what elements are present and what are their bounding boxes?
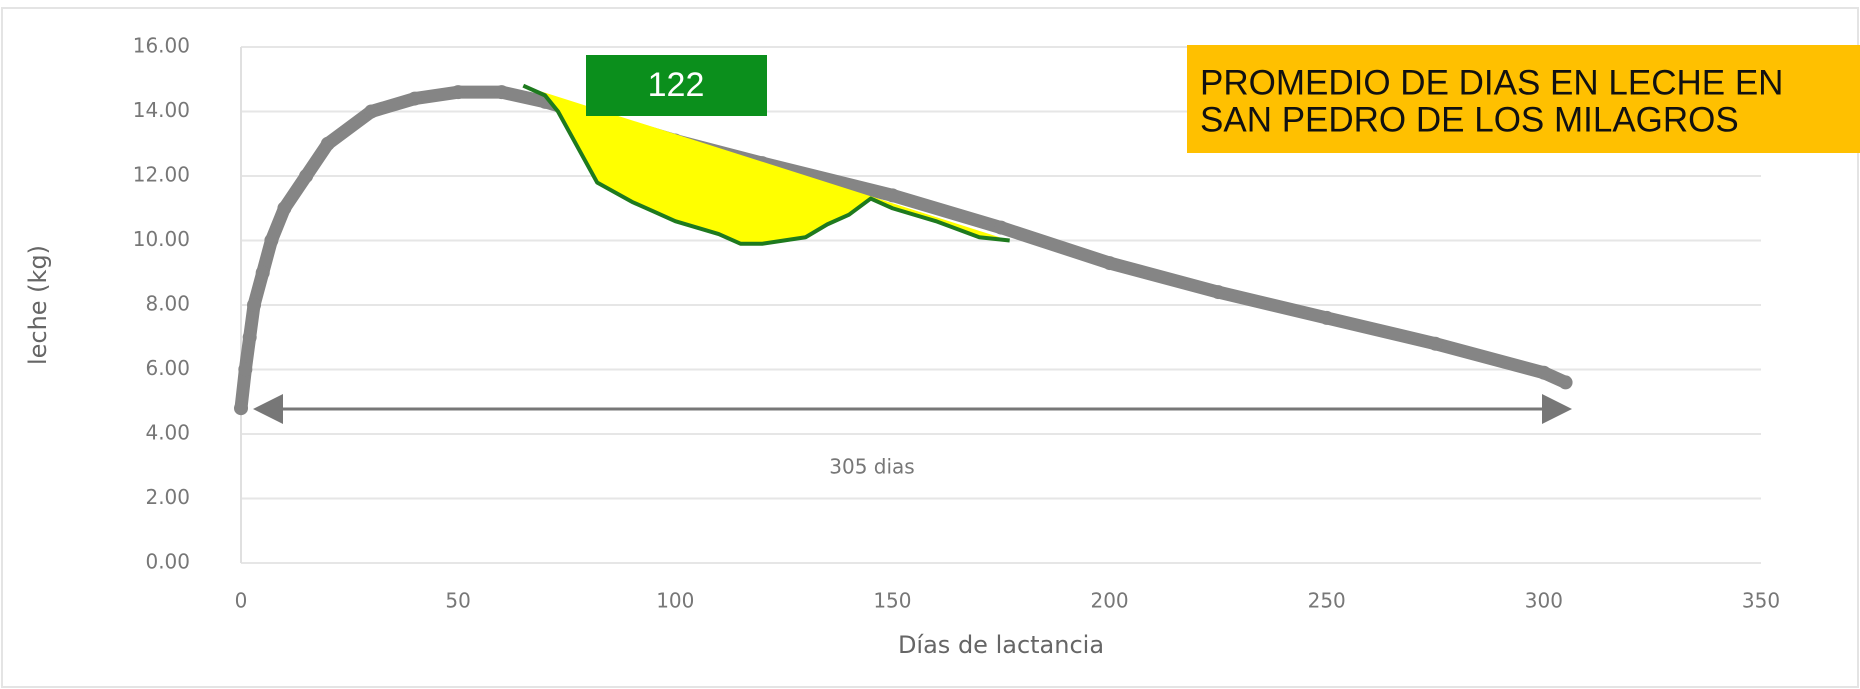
marks bbox=[234, 83, 1573, 416]
y-tick-label: 0.00 bbox=[145, 550, 190, 574]
point bbox=[247, 298, 262, 312]
value-box bbox=[586, 55, 767, 116]
chart-title: PROMEDIO DE DIAS EN LECHE EN bbox=[1200, 63, 1783, 102]
value-box-label: 122 bbox=[648, 66, 705, 104]
point bbox=[264, 233, 279, 248]
y-tick-label: 4.00 bbox=[145, 421, 190, 445]
point bbox=[242, 330, 257, 345]
point bbox=[320, 136, 335, 151]
y-tick-label: 12.00 bbox=[133, 163, 190, 187]
point bbox=[234, 401, 248, 416]
x-tick-label: 50 bbox=[445, 589, 470, 613]
x-tick-label: 150 bbox=[873, 589, 911, 613]
point bbox=[255, 265, 270, 280]
point bbox=[364, 104, 379, 119]
x-tick-label: 250 bbox=[1308, 589, 1346, 613]
x-axis-label: Días de lactancia bbox=[898, 631, 1104, 659]
point bbox=[1428, 336, 1443, 351]
span-label: 305 dias bbox=[829, 455, 914, 479]
point bbox=[1211, 285, 1226, 300]
x-tick-label: 0 bbox=[235, 589, 248, 613]
chart-border bbox=[1, 7, 1859, 688]
chart-title: SAN PEDRO DE LOS MILAGROS bbox=[1200, 100, 1739, 139]
y-axis-label: leche (kg) bbox=[24, 245, 52, 365]
point bbox=[277, 201, 292, 216]
x-tick-label: 200 bbox=[1090, 589, 1128, 613]
title-box bbox=[1187, 45, 1860, 153]
point bbox=[407, 91, 422, 106]
line bbox=[522, 83, 1010, 246]
point bbox=[1558, 375, 1573, 390]
y-tick-label: 10.00 bbox=[133, 227, 190, 251]
point bbox=[1319, 310, 1334, 325]
y-tick-label: 16.00 bbox=[133, 34, 190, 58]
point bbox=[238, 362, 253, 377]
x-tick-label: 350 bbox=[1742, 589, 1780, 613]
y-tick-label: 8.00 bbox=[145, 292, 190, 316]
point bbox=[451, 85, 466, 100]
point bbox=[994, 220, 1008, 235]
y-tick-label: 14.00 bbox=[133, 98, 190, 122]
point bbox=[299, 169, 314, 183]
point bbox=[494, 85, 509, 100]
y-tick-label: 6.00 bbox=[145, 356, 190, 380]
point bbox=[1102, 256, 1117, 271]
x-tick-label: 100 bbox=[656, 589, 694, 613]
point bbox=[1536, 365, 1551, 380]
point bbox=[885, 188, 900, 203]
y-tick-label: 2.00 bbox=[145, 485, 190, 509]
x-tick-label: 300 bbox=[1525, 589, 1563, 613]
